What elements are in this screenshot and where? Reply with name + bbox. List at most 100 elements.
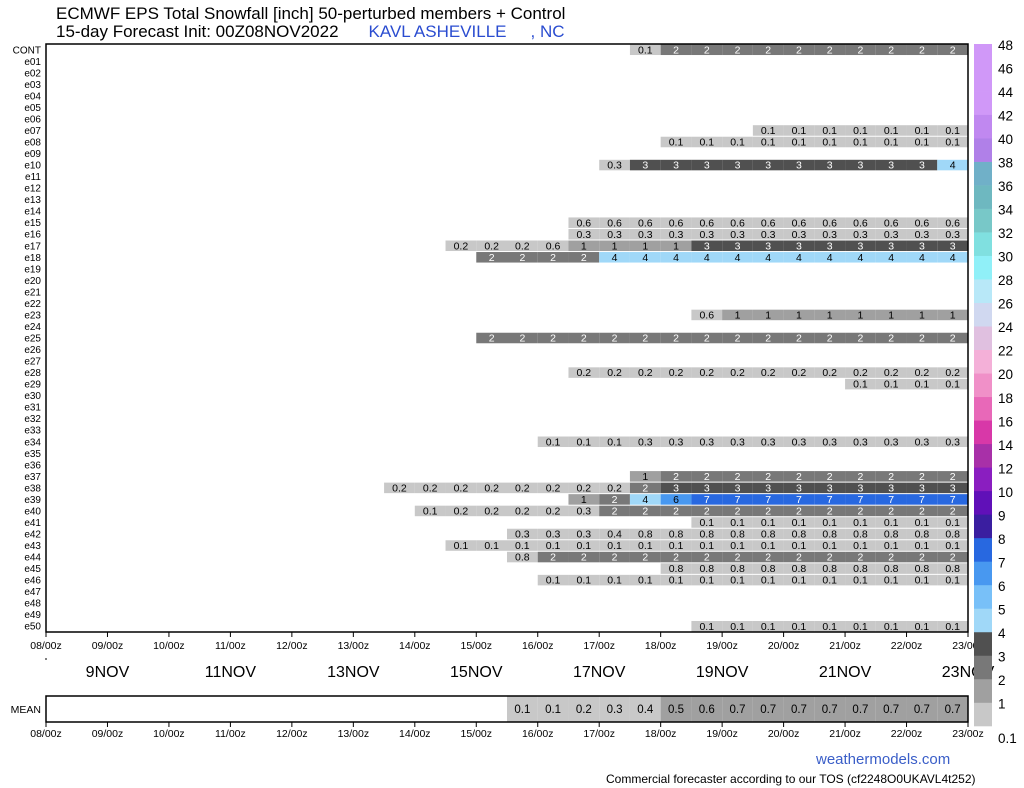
- cell-value-e23-28: 1: [919, 310, 925, 322]
- member-label-e20: e20: [24, 276, 41, 287]
- mean-value-21: 0.6: [699, 704, 715, 716]
- cell-e42-15: [507, 528, 538, 540]
- cell-value-e07-28: 0.1: [915, 125, 930, 137]
- cell-value-e46-26: 0.1: [853, 575, 868, 587]
- cell-e23-25: [814, 309, 846, 321]
- cell-value-e45-27: 0.8: [884, 563, 899, 575]
- cell-value-e08-28: 0.1: [915, 137, 930, 149]
- cell-value-e15-20: 0.6: [669, 217, 684, 229]
- cell-value-e38-16: 0.2: [546, 482, 561, 494]
- member-label-e32: e32: [24, 414, 41, 425]
- mean-time-tick-label: 19/00z: [706, 728, 738, 740]
- cell-e07-29: [937, 125, 968, 136]
- colorbar-label: 0.1: [998, 731, 1017, 746]
- mean-cell-18: [599, 696, 630, 722]
- mean-value-15: 0.1: [514, 704, 530, 716]
- colorbar-label: 34: [998, 203, 1014, 218]
- cell-e46-24: [783, 574, 815, 586]
- mean-value-28: 0.7: [914, 704, 930, 716]
- colorbar-segment-11: [974, 443, 992, 468]
- cell-value-e42-15: 0.3: [515, 529, 530, 541]
- cell-value-e44-23: 2: [765, 552, 771, 564]
- cell-e34-22: [722, 436, 753, 448]
- cell-value-e44-19: 2: [642, 552, 648, 564]
- cell-e41-26: [845, 517, 876, 528]
- colorbar-segment-4: [974, 608, 992, 633]
- cell-e46-28: [906, 574, 938, 586]
- cell-value-e44-26: 2: [858, 552, 864, 564]
- member-label-e48: e48: [24, 599, 41, 610]
- cell-value-e38-19: 2: [642, 482, 648, 494]
- cell-value-e34-26: 0.3: [853, 436, 868, 448]
- cell-e40-13: [445, 505, 477, 517]
- cell-value-e40-17: 0.3: [577, 506, 592, 518]
- cell-value-e25-14: 2: [489, 333, 495, 345]
- cell-cont-24: [783, 44, 815, 56]
- cell-e17-13: [445, 240, 477, 252]
- cell-value-e17-23: 3: [765, 240, 771, 252]
- member-label-e43: e43: [24, 541, 41, 552]
- cell-e08-27: [875, 136, 907, 148]
- cell-value-e28-21: 0.2: [699, 367, 714, 379]
- cell-value-e38-23: 3: [765, 482, 771, 494]
- cell-e46-25: [814, 574, 846, 586]
- cell-e17-16: [537, 240, 569, 252]
- cell-value-e18-15: 2: [519, 252, 525, 264]
- cell-e37-23: [752, 471, 784, 482]
- cell-e44-19: [629, 551, 661, 563]
- cell-e15-28: [906, 217, 938, 228]
- cell-value-e42-24: 0.8: [792, 529, 807, 541]
- cell-e44-21: [691, 551, 723, 563]
- cell-value-e17-22: 3: [735, 240, 741, 252]
- date-label: 17NOV: [573, 664, 626, 681]
- colorbar-segment-26: [974, 91, 992, 115]
- cell-value-e44-21: 2: [704, 552, 710, 564]
- cell-e17-24: [783, 240, 815, 252]
- cell-value-e29-28: 0.1: [915, 379, 930, 391]
- mean-cell-23: [752, 696, 784, 722]
- mean-time-tick-label: 08/00z: [30, 728, 62, 740]
- cell-value-e07-26: 0.1: [853, 125, 868, 137]
- cell-e38-22: [722, 482, 753, 494]
- cell-value-e43-14: 0.1: [484, 540, 499, 552]
- cell-value-e34-16: 0.1: [546, 436, 561, 448]
- time-tick-label: 12/00z: [276, 640, 308, 652]
- cell-e50-24: [783, 620, 815, 632]
- cell-value-e18-25: 4: [827, 252, 833, 264]
- cell-value-e25-15: 2: [519, 333, 525, 345]
- cell-value-e16-27: 0.3: [884, 229, 899, 241]
- site-credit[interactable]: weathermodels.com: [816, 751, 951, 768]
- colorbar-segment-21: [974, 208, 992, 233]
- cell-value-e07-25: 0.1: [822, 125, 837, 137]
- time-tick-label: 16/00z: [522, 640, 554, 652]
- cell-value-e34-22: 0.3: [730, 436, 745, 448]
- member-label-e39: e39: [24, 495, 41, 506]
- cell-e39-23: [752, 494, 784, 505]
- cell-e44-26: [845, 551, 876, 563]
- cell-e18-25: [814, 252, 846, 263]
- colorbar-label: 38: [998, 156, 1013, 171]
- cell-value-e50-29: 0.1: [945, 621, 960, 633]
- date-label: 13NOV: [327, 664, 380, 681]
- cell-e42-18: [599, 528, 630, 540]
- cell-value-e50-28: 0.1: [915, 621, 930, 633]
- cell-e44-25: [814, 551, 846, 563]
- cell-e10-21: [691, 159, 723, 171]
- colorbar-label: 30: [998, 250, 1013, 265]
- cell-value-e17-27: 3: [888, 240, 894, 252]
- cell-value-e50-25: 0.1: [822, 621, 837, 633]
- cell-value-e16-20: 0.3: [669, 229, 684, 241]
- cell-e23-26: [845, 309, 876, 321]
- cell-e16-29: [937, 228, 968, 240]
- time-tick-label: 17/00z: [583, 640, 615, 652]
- cell-e44-22: [722, 551, 753, 563]
- cell-value-e38-24: 3: [796, 482, 802, 494]
- cell-value-e43-21: 0.1: [699, 540, 714, 552]
- cell-e15-20: [660, 217, 692, 228]
- cell-value-e41-22: 0.1: [730, 517, 745, 529]
- mean-time-tick-label: 23/00z: [952, 728, 984, 740]
- cell-value-e42-28: 0.8: [915, 529, 930, 541]
- cell-value-e23-23: 1: [765, 310, 771, 322]
- cell-value-e07-27: 0.1: [884, 125, 899, 137]
- cell-value-e25-26: 2: [858, 333, 864, 345]
